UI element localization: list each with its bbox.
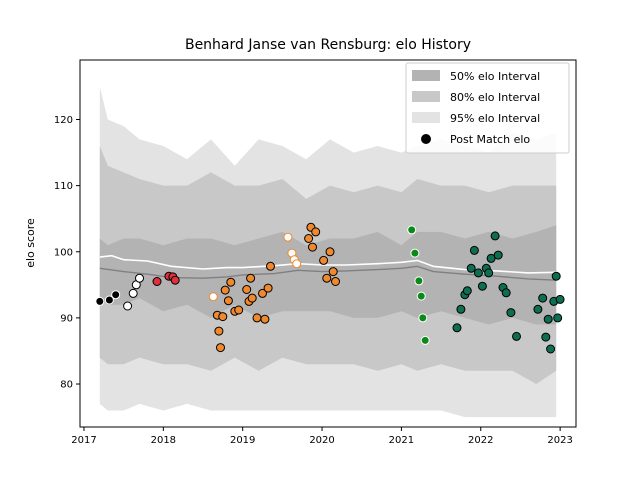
post-match-point	[319, 255, 329, 265]
post-match-point	[292, 259, 302, 269]
post-match-point	[466, 263, 476, 273]
post-match-point	[328, 267, 338, 277]
post-match-point	[208, 292, 218, 302]
post-match-point	[322, 273, 332, 283]
post-match-point	[407, 225, 417, 235]
post-match-point	[220, 285, 230, 295]
plot-frame	[79, 59, 577, 428]
legend-label-post-match: Post Match elo	[450, 133, 530, 146]
y-axis-label: elo score	[24, 218, 37, 268]
post-match-point	[477, 281, 487, 291]
x-tick-label: 2022	[468, 435, 493, 446]
post-match-point	[506, 308, 516, 318]
x-tick-label: 2023	[547, 435, 572, 446]
chart-title: Benhard Janse van Rensburg: elo History	[185, 37, 471, 53]
legend: 50% elo Interval 80% elo Interval 95% el…	[405, 62, 570, 154]
post-match-point	[128, 288, 138, 298]
post-match-point	[111, 290, 121, 300]
post-match-point	[223, 296, 233, 306]
post-match-point	[469, 245, 479, 255]
legend-marker-post-match	[421, 134, 431, 144]
post-match-point	[218, 312, 228, 322]
post-match-point	[541, 332, 551, 342]
post-match-point	[493, 250, 503, 260]
y-tick-label: 90	[60, 313, 73, 324]
post-match-point	[538, 293, 548, 303]
legend-swatch-80	[412, 91, 440, 102]
post-match-point	[152, 277, 162, 286]
legend-label-95: 95% elo Interval	[450, 112, 540, 125]
post-match-point	[416, 291, 426, 301]
y-tick-label: 120	[54, 115, 73, 126]
post-match-point	[484, 268, 494, 278]
legend-label-80: 80% elo Interval	[450, 91, 540, 104]
post-match-point	[263, 283, 273, 293]
legend-label-50: 50% elo Interval	[450, 70, 540, 83]
post-match-point	[456, 304, 466, 314]
post-match-point	[418, 313, 428, 323]
post-match-point	[216, 343, 225, 353]
post-match-point	[234, 305, 244, 315]
x-tick-label: 2017	[71, 435, 96, 446]
post-match-point	[214, 326, 224, 336]
post-match-point	[246, 273, 256, 283]
post-match-point	[308, 242, 317, 252]
plot-layer: 2017 2018 2019 2020 2021 2022 2023 80 90 100 110 12…	[54, 59, 577, 446]
legend-swatch-50	[412, 70, 440, 81]
post-match-point	[123, 301, 133, 311]
post-match-point	[325, 247, 335, 257]
post-match-point	[420, 335, 430, 345]
post-match-point	[226, 277, 236, 287]
post-match-point	[553, 313, 563, 323]
post-match-point	[533, 304, 543, 314]
post-match-point	[247, 293, 257, 303]
post-match-point	[242, 285, 252, 294]
post-match-point	[490, 231, 500, 241]
post-match-point	[512, 331, 521, 341]
post-match-point	[104, 295, 114, 305]
post-match-point	[311, 227, 321, 237]
post-match-point	[486, 253, 496, 263]
post-match-point	[304, 234, 314, 243]
legend-box	[405, 62, 570, 154]
y-tick-label: 80	[60, 380, 73, 391]
post-match-point	[170, 275, 180, 285]
post-match-point	[546, 344, 556, 354]
post-match-point	[452, 323, 462, 333]
post-match-point	[283, 232, 293, 242]
post-match-point	[135, 273, 144, 283]
post-match-point	[473, 268, 483, 278]
post-match-point	[260, 314, 270, 324]
post-match-point	[331, 277, 340, 286]
post-match-point	[551, 271, 561, 281]
legend-swatch-95	[412, 112, 440, 123]
post-match-point	[95, 296, 105, 306]
x-tick-label: 2019	[230, 435, 255, 446]
post-match-point	[252, 313, 262, 323]
mean-elo-line	[99, 254, 557, 274]
post-match-point	[414, 276, 424, 286]
x-tick-label: 2018	[151, 435, 176, 446]
post-match-point	[258, 288, 267, 298]
post-match-point	[543, 314, 553, 324]
y-tick-label: 100	[54, 247, 73, 258]
post-match-point	[266, 261, 275, 271]
y-tick-label: 110	[54, 181, 73, 192]
x-tick-label: 2020	[309, 435, 334, 446]
x-tick-label: 2021	[389, 435, 414, 446]
post-match-point	[555, 294, 565, 304]
post-match-point	[410, 248, 420, 258]
post-match-point	[462, 286, 472, 296]
post-match-point	[501, 288, 511, 298]
